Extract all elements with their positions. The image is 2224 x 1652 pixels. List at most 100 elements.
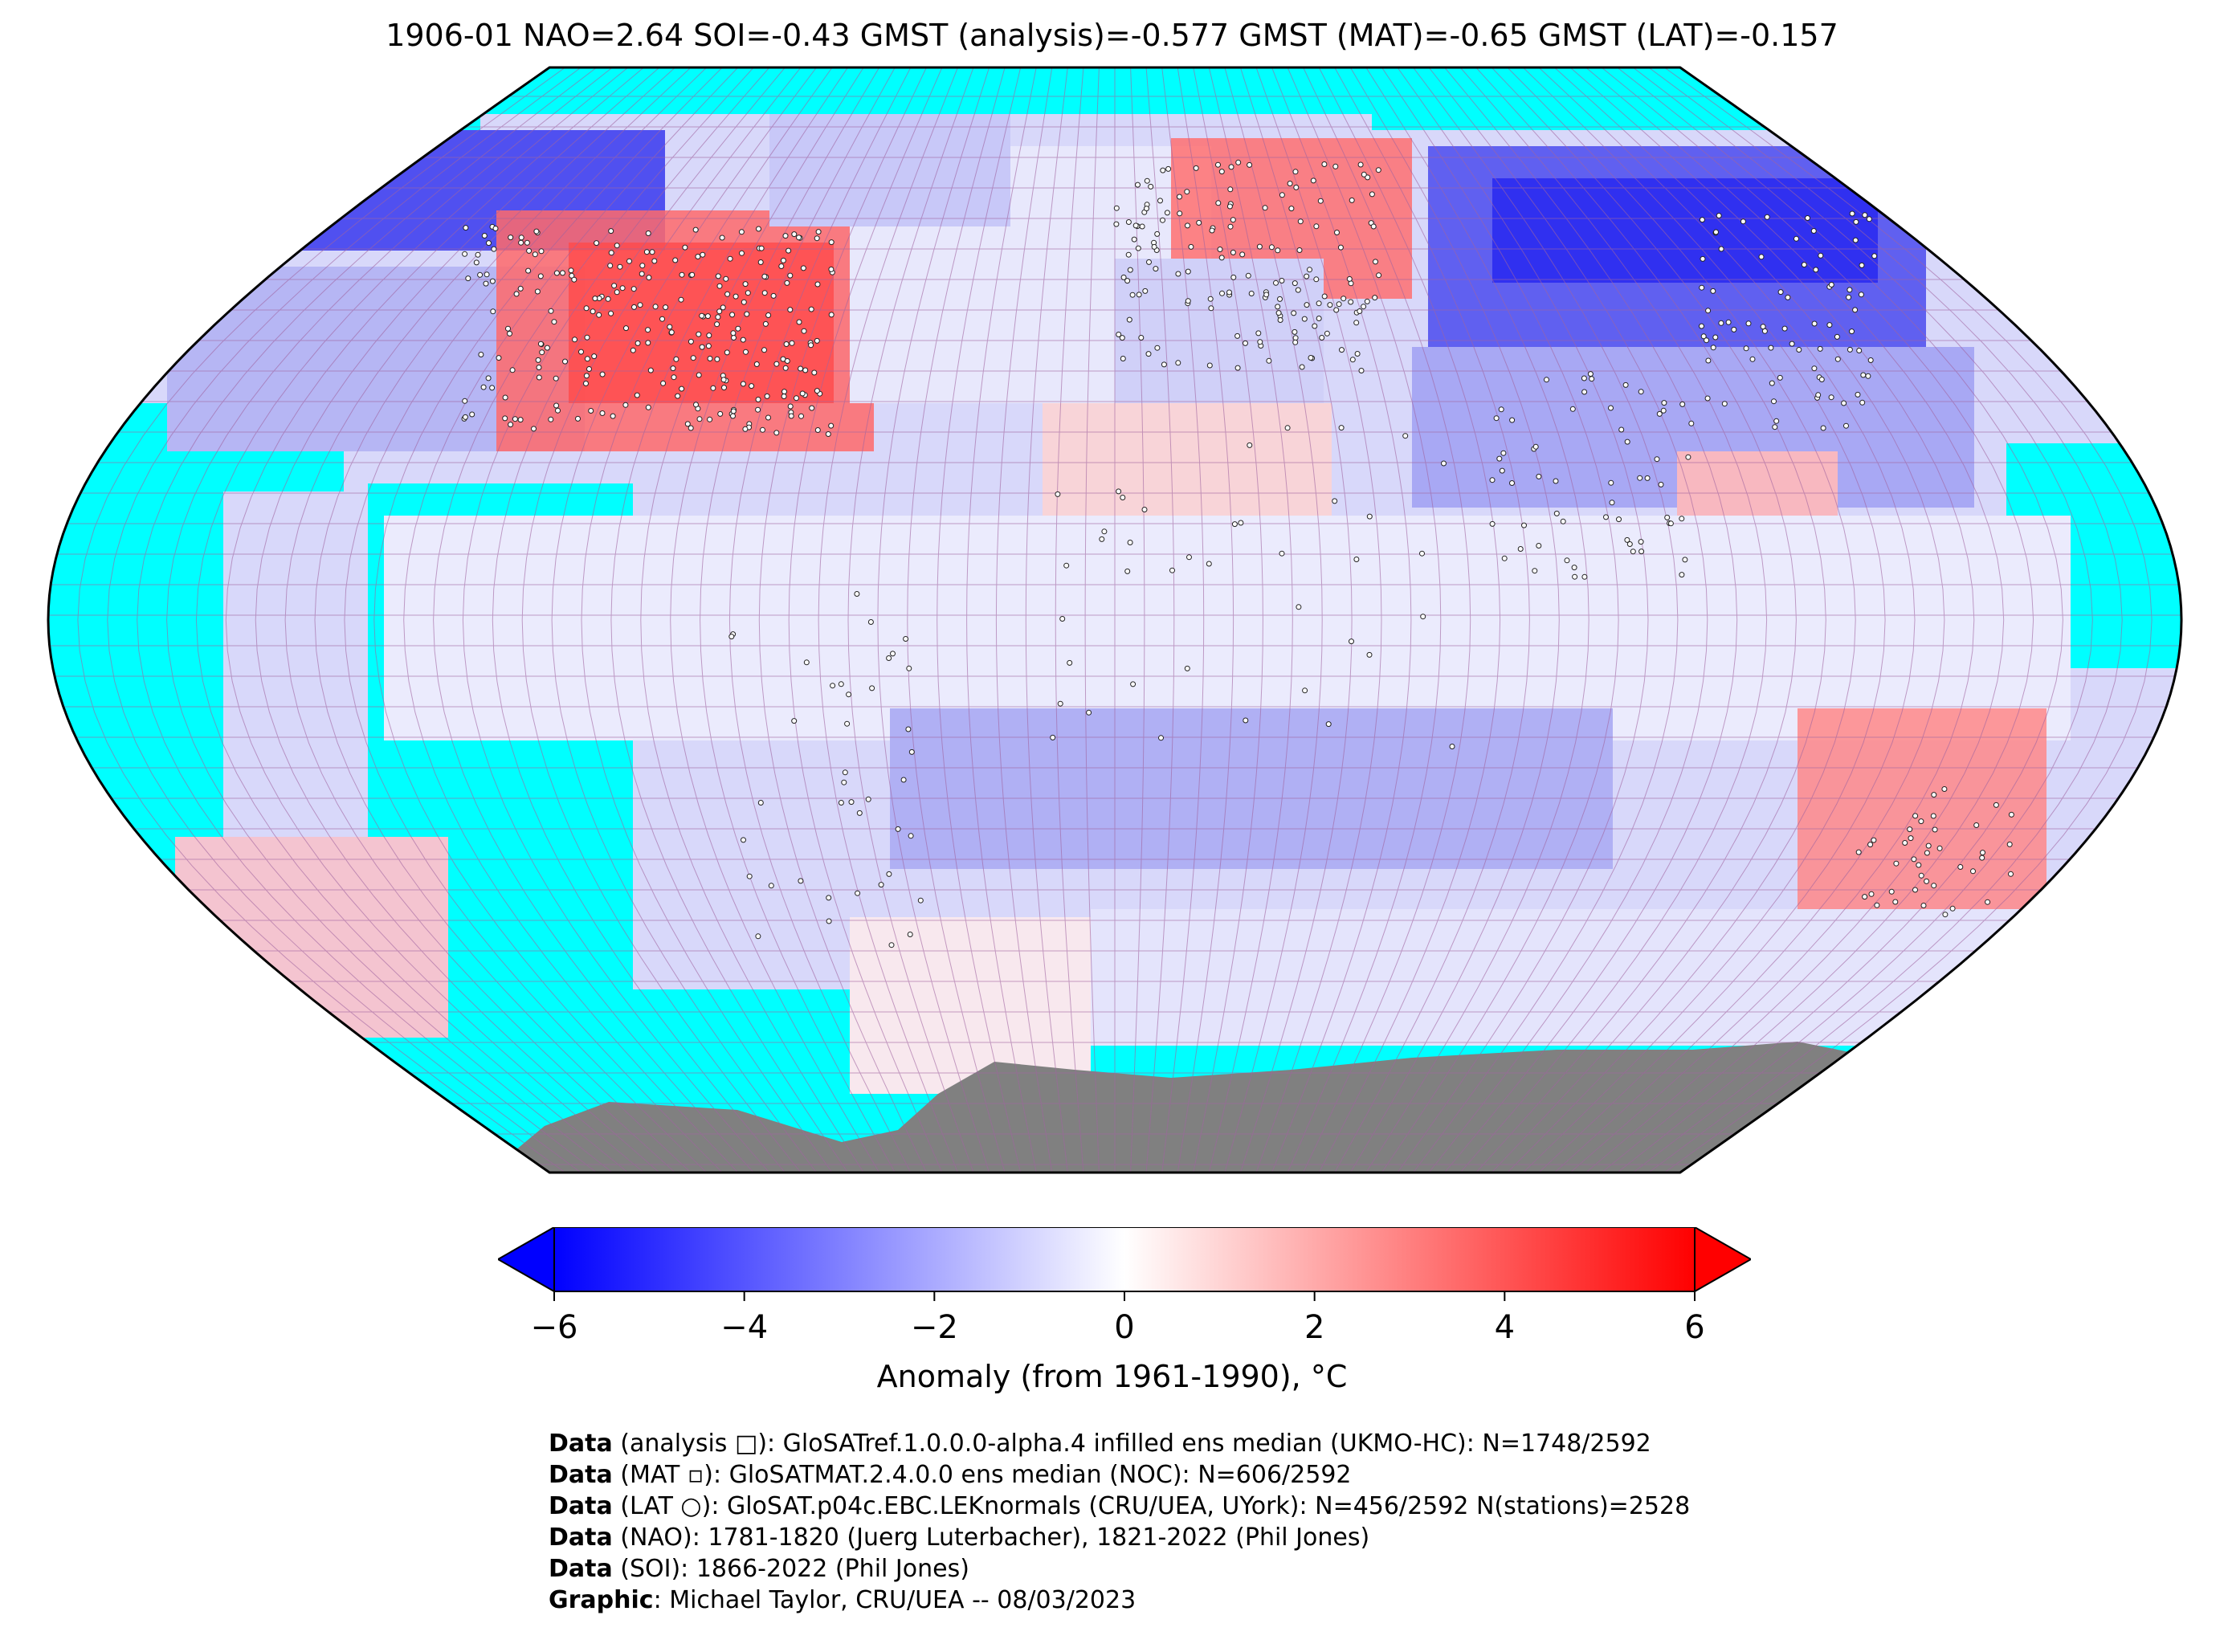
station-marker: [1852, 237, 1859, 243]
station-marker: [1319, 335, 1325, 341]
station-marker: [1637, 475, 1643, 481]
station-marker: [544, 345, 550, 351]
station-marker: [1169, 567, 1175, 573]
station-marker: [1712, 334, 1719, 341]
station-marker: [1138, 335, 1145, 341]
grid-meridian: [728, 67, 912, 1173]
station-marker: [758, 245, 765, 251]
station-marker: [1626, 541, 1633, 547]
station-marker: [1188, 243, 1194, 250]
station-marker: [1810, 228, 1817, 234]
station-marker: [1136, 292, 1142, 298]
credit-line: Graphic: Michael Taylor, CRU/UEA -- 08/0…: [549, 1586, 1136, 1614]
station-marker: [1230, 249, 1236, 255]
station-marker: [811, 369, 818, 376]
station-marker: [1279, 278, 1285, 283]
station-marker: [1292, 339, 1299, 345]
station-marker: [1291, 310, 1297, 316]
station-marker: [699, 312, 705, 319]
grid-meridian: [1522, 67, 1886, 1173]
station-marker: [842, 769, 848, 776]
station-marker: [906, 665, 912, 671]
station-marker: [1801, 262, 1807, 268]
grid-meridian: [1025, 67, 1068, 1173]
station-marker: [1230, 217, 1236, 223]
station-marker: [626, 258, 632, 264]
station-marker: [1215, 161, 1221, 168]
station-marker: [679, 385, 685, 392]
station-marker: [1536, 473, 1542, 479]
station-marker: [1618, 426, 1625, 433]
station-marker: [1124, 278, 1131, 284]
station-marker: [533, 228, 540, 235]
station-marker: [1349, 197, 1355, 203]
grid-meridian: [788, 67, 943, 1173]
station-marker: [489, 385, 496, 391]
station-marker: [1157, 198, 1163, 204]
station-marker: [696, 331, 702, 337]
station-marker: [1402, 433, 1409, 439]
station-marker: [744, 311, 750, 317]
station-marker: [1758, 254, 1765, 260]
grid-meridian: [581, 67, 833, 1173]
station-marker: [1501, 555, 1508, 561]
station-marker: [1304, 302, 1310, 308]
station-marker: [1925, 842, 1932, 849]
station-marker: [1581, 573, 1588, 580]
grid-meridian: [225, 67, 644, 1173]
grid-meridian: [1648, 67, 2123, 1173]
station-marker: [2006, 841, 2013, 847]
colorbar-tick-label: 4: [1495, 1309, 1515, 1346]
station-marker: [485, 375, 492, 381]
station-marker: [551, 319, 557, 325]
station-marker: [1931, 883, 1937, 889]
station-marker: [1688, 420, 1695, 426]
station-marker: [1101, 528, 1108, 535]
colorbar-tick-label: −4: [720, 1309, 768, 1346]
station-marker: [1581, 389, 1588, 395]
station-marker: [1764, 214, 1770, 220]
station-marker: [463, 225, 469, 231]
station-marker: [1818, 252, 1824, 259]
station-marker: [575, 415, 581, 422]
station-marker: [507, 330, 512, 337]
nodata-cell: [1372, 67, 2181, 130]
station-marker: [592, 296, 598, 302]
station-marker: [634, 392, 640, 398]
station-marker: [1745, 320, 1752, 327]
station-marker: [1973, 822, 1980, 828]
station-markers: [461, 159, 2014, 948]
station-marker: [800, 265, 806, 271]
station-marker: [756, 226, 761, 232]
colorbar-warm-extension: [1694, 1227, 1751, 1293]
station-marker: [623, 325, 629, 332]
station-marker: [1587, 371, 1594, 377]
station-marker: [1366, 651, 1373, 658]
station-marker: [1255, 330, 1262, 337]
station-marker: [1279, 550, 1285, 557]
station-marker: [465, 275, 471, 282]
station-marker: [1843, 422, 1849, 429]
station-marker: [1339, 347, 1345, 353]
station-marker: [740, 337, 746, 343]
station-marker: [730, 330, 737, 337]
station-marker: [619, 285, 626, 292]
world-anomaly-map: [47, 66, 2183, 1174]
station-marker: [1226, 203, 1233, 210]
grid-meridian: [137, 67, 598, 1173]
colorbar: −6 −4 −2 0 2 4 6: [498, 1227, 1751, 1346]
station-marker: [1805, 215, 1810, 221]
station-marker: [1705, 308, 1712, 314]
station-marker: [678, 296, 684, 303]
station-marker: [1818, 377, 1825, 382]
station-marker: [553, 402, 560, 409]
station-marker: [1120, 495, 1126, 500]
station-marker: [764, 393, 770, 399]
grid-meridian: [610, 67, 849, 1173]
station-marker: [614, 289, 620, 296]
station-marker: [755, 406, 761, 413]
station-marker: [584, 334, 590, 341]
station-marker: [1301, 316, 1308, 322]
grid-meridian: [166, 67, 613, 1173]
station-marker: [738, 229, 745, 235]
